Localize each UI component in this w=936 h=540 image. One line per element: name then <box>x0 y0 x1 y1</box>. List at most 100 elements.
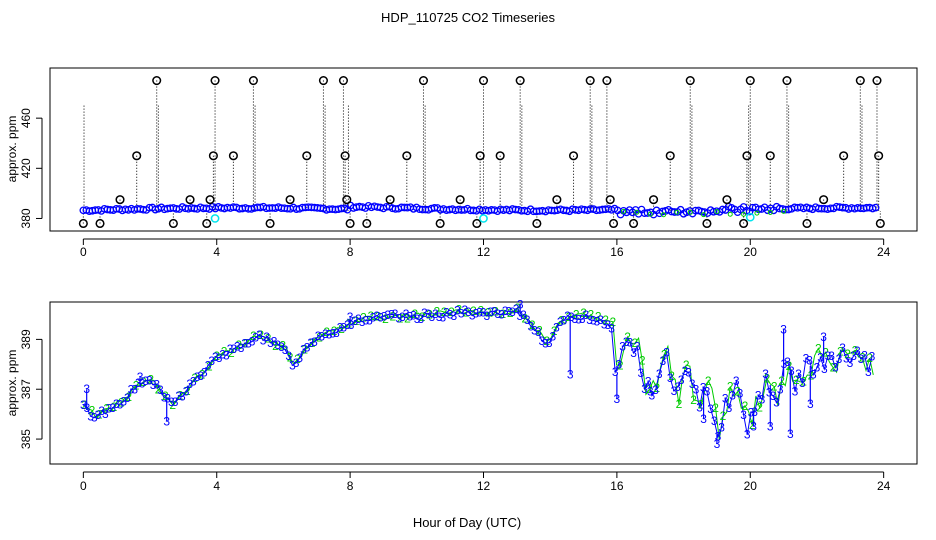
spike-label-3: 3 <box>567 367 574 381</box>
point-label-2: 2 <box>441 305 448 319</box>
point-label-2: 2 <box>580 306 587 320</box>
point-label-3: 3 <box>443 306 450 320</box>
point-label-3: 3 <box>95 408 102 422</box>
point-label-3: 3 <box>293 356 300 370</box>
outlier-point <box>874 151 884 161</box>
point-label-3: 3 <box>175 389 182 403</box>
point-label-2: 2 <box>147 373 154 387</box>
point-label-3: 3 <box>436 310 443 324</box>
point-label-3: 3 <box>329 326 336 340</box>
point-label-2: 2 <box>551 324 558 338</box>
point-label-3: 3 <box>726 401 733 415</box>
outlier-point <box>152 75 162 86</box>
top-panel-ylabel: approx. ppm <box>5 116 19 183</box>
point-label-2: 2 <box>507 306 514 320</box>
point-label-2: 2 <box>375 310 382 324</box>
outlier-point <box>115 195 125 205</box>
point-label-2: 2 <box>155 382 162 396</box>
point-label-2: 2 <box>749 418 756 432</box>
x-axis-label: Hour of Day (UTC) <box>413 515 521 530</box>
point-label-3: 3 <box>252 331 259 345</box>
point-label-2: 2 <box>830 360 837 374</box>
point-label-3: 3 <box>124 391 131 405</box>
point-label-3: 3 <box>113 397 120 411</box>
outlier-point <box>552 195 562 205</box>
point-label-2: 2 <box>866 351 873 365</box>
outlier-point <box>515 75 525 86</box>
point-label-2: 2 <box>265 331 272 345</box>
outlier-point <box>302 151 312 161</box>
point-label-3: 3 <box>212 350 219 364</box>
outlier-point <box>228 151 238 161</box>
point-label-3: 3 <box>256 328 263 342</box>
outlier-point <box>475 151 485 161</box>
point-label-3: 3 <box>553 320 560 334</box>
point-label-3: 3 <box>428 310 435 324</box>
point-label-3: 3 <box>296 351 303 365</box>
point-label-3: 3 <box>586 313 593 327</box>
point-label-3: 3 <box>179 390 186 404</box>
point-label-3: 3 <box>384 308 391 322</box>
point-label-3: 3 <box>498 308 505 322</box>
point-label-3: 3 <box>605 318 612 332</box>
point-label-3: 3 <box>572 312 579 326</box>
point-label-3: 3 <box>575 312 582 326</box>
point-label-2: 2 <box>756 401 763 415</box>
point-label-3: 3 <box>227 342 234 356</box>
point-label-3: 3 <box>505 304 512 318</box>
point-label-3: 3 <box>311 335 318 349</box>
top-panel-marks <box>78 75 885 229</box>
outlier-point <box>208 151 218 161</box>
outlier-point <box>649 195 659 205</box>
point-label-3: 3 <box>590 313 597 327</box>
point-label-3: 3 <box>208 354 215 368</box>
data-point <box>661 212 667 218</box>
point-label-3: 3 <box>366 314 373 328</box>
point-label-3: 3 <box>172 395 179 409</box>
outlier-point <box>872 75 882 86</box>
point-label-2: 2 <box>499 307 506 321</box>
point-label-3: 3 <box>744 428 751 442</box>
point-label-2: 2 <box>800 374 807 388</box>
point-label-3: 3 <box>513 302 520 316</box>
point-label-3: 3 <box>260 333 267 347</box>
point-label-3: 3 <box>825 349 832 363</box>
point-label-3: 3 <box>821 362 828 376</box>
outlier-point <box>78 218 88 229</box>
point-label-3: 3 <box>696 400 703 414</box>
point-label-3: 3 <box>759 392 766 406</box>
point-label-3: 3 <box>682 364 689 378</box>
point-label-3: 3 <box>263 330 270 344</box>
point-label-3: 3 <box>737 386 744 400</box>
outlier-point <box>342 195 352 205</box>
outlier-point <box>742 151 752 161</box>
point-label-3: 3 <box>476 305 483 319</box>
point-label-2: 2 <box>250 329 257 343</box>
bottom-panel-ylabel: approx. ppm <box>5 350 19 417</box>
point-label-2: 2 <box>698 398 705 412</box>
point-label-2: 2 <box>455 303 462 317</box>
point-label-3: 3 <box>517 309 524 323</box>
point-label-3: 3 <box>131 382 138 396</box>
outlier-point <box>839 151 849 161</box>
point-label-3: 3 <box>671 384 678 398</box>
point-label-2: 2 <box>786 359 793 373</box>
point-label-3: 3 <box>190 374 197 388</box>
point-label-2: 2 <box>360 310 367 324</box>
point-label-3: 3 <box>528 319 535 333</box>
point-label-2: 2 <box>610 315 617 329</box>
point-label-3: 3 <box>417 312 424 326</box>
spike-label-3: 3 <box>750 420 757 434</box>
point-label-3: 3 <box>660 354 667 368</box>
point-label-3: 3 <box>740 408 747 422</box>
point-label-2: 2 <box>316 331 323 345</box>
point-label-3: 3 <box>674 380 681 394</box>
point-label-3: 3 <box>465 305 472 319</box>
point-label-2: 2 <box>243 336 250 350</box>
point-label-3: 3 <box>579 312 586 326</box>
point-label-3: 3 <box>645 375 652 389</box>
point-label-3: 3 <box>439 310 446 324</box>
point-label-2: 2 <box>140 375 147 389</box>
point-label-3: 3 <box>153 378 160 392</box>
point-label-3: 3 <box>322 327 329 341</box>
